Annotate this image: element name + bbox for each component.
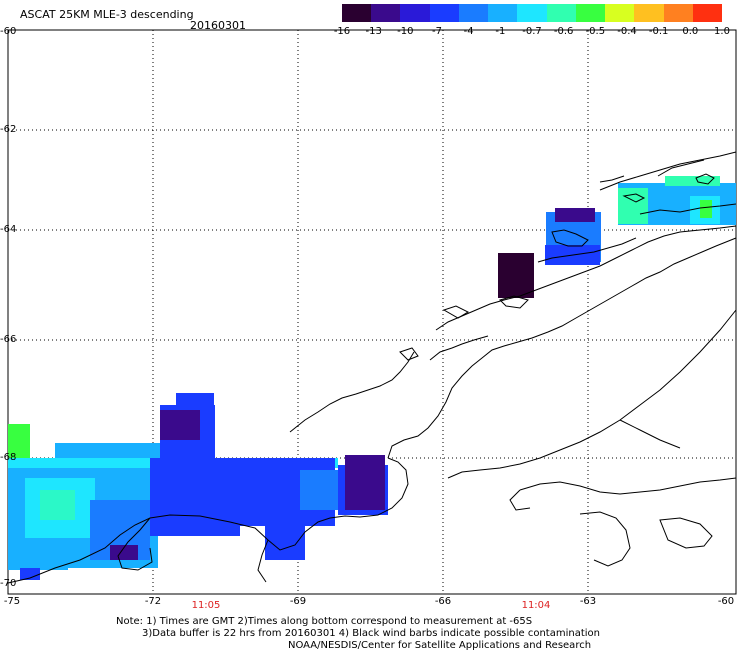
note-line-2: 3)Data buffer is 22 hrs from 20160301 4)… <box>142 628 600 639</box>
colorbar-label: -0.4 <box>617 26 637 37</box>
note-line-1: Note: 1) Times are GMT 2)Times along bot… <box>116 616 533 627</box>
colorbar-swatch <box>575 4 606 22</box>
colorbar-label: -7 <box>432 26 442 37</box>
colorbar-swatch <box>342 4 372 22</box>
colorbar-label: -0.1 <box>648 26 669 37</box>
time-label: 11:05 <box>191 600 221 611</box>
plot-frame <box>7 29 737 595</box>
colorbar-label: -4 <box>463 26 474 37</box>
product-title: ASCAT 25KM MLE-3 descending <box>20 8 194 21</box>
colorbar <box>342 4 723 22</box>
colorbar-swatch <box>605 4 635 22</box>
y-tick-label: -64 <box>0 224 17 235</box>
colorbar-label: -1 <box>495 26 506 37</box>
colorbar-label: -0.6 <box>553 26 574 37</box>
y-tick-label: -70 <box>0 578 17 589</box>
colorbar-label: 0.0 <box>682 26 699 37</box>
time-label: 11:04 <box>521 600 551 611</box>
coastline <box>7 151 737 584</box>
swath-right <box>498 176 736 298</box>
x-tick-label: -72 <box>144 596 162 607</box>
colorbar-label: -0.7 <box>522 26 542 37</box>
colorbar-label: -16 <box>333 26 351 37</box>
colorbar-swatch <box>546 4 576 22</box>
colorbar-swatch <box>429 4 459 22</box>
y-tick-label: -66 <box>0 334 17 345</box>
colorbar-labels: -16 -13 -10 -7 -4 -1 -0.7 -0.6 -0.5 -0.4 -0.1 0.0 1.… <box>332 26 732 40</box>
note-line-3: NOAA/NESDIS/Center for Satellite Applica… <box>288 640 592 651</box>
colorbar-swatch <box>692 4 723 22</box>
x-tick-label: -60 <box>717 596 735 607</box>
colorbar-swatch <box>371 4 401 22</box>
x-tick-label: -63 <box>579 596 597 607</box>
colorbar-label: -13 <box>365 26 382 37</box>
x-tick-label: -69 <box>289 596 307 607</box>
product-date: 20160301 <box>190 19 246 32</box>
y-tick-label: -60 <box>0 26 17 37</box>
colorbar-swatch <box>663 4 693 22</box>
colorbar-label: -10 <box>397 26 414 37</box>
colorbar-swatch <box>517 4 547 22</box>
colorbar-label: -0.5 <box>585 26 606 37</box>
swath-left <box>8 393 388 580</box>
colorbar-swatch <box>400 4 430 22</box>
y-tick-label: -62 <box>0 124 17 135</box>
x-tick-label: -66 <box>434 596 452 607</box>
x-tick-label: -75 <box>3 596 21 607</box>
colorbar-label: 1.0 <box>714 26 730 37</box>
colorbar-swatch <box>458 4 489 22</box>
colorbar-swatch <box>634 4 664 22</box>
colorbar-swatch <box>488 4 518 22</box>
y-tick-label: -68 <box>0 452 17 463</box>
